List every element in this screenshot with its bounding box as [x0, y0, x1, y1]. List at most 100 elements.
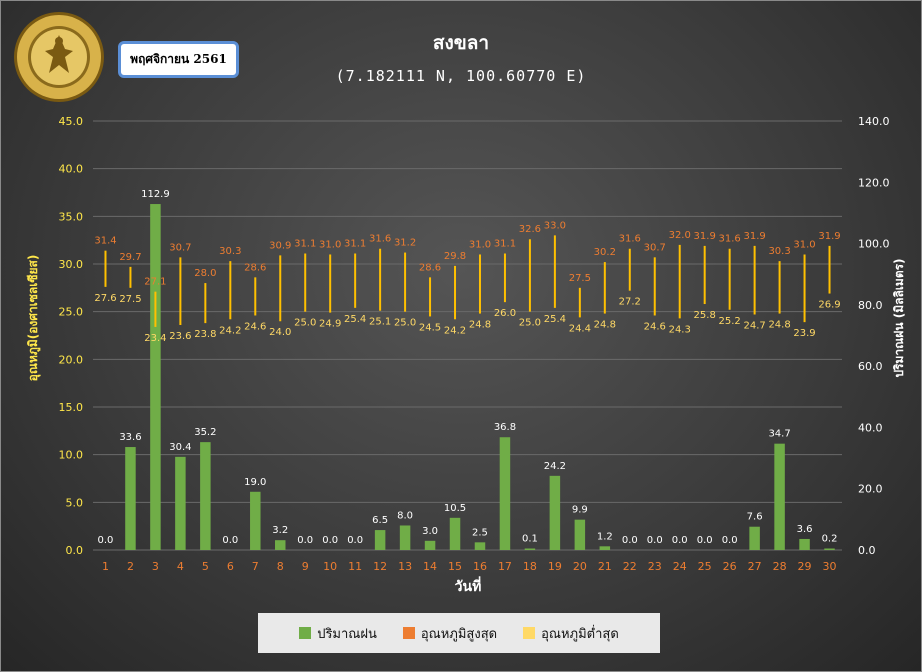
x-tick-label: 7	[252, 560, 259, 573]
rain-bar	[524, 548, 536, 550]
x-tick-label: 3	[152, 560, 159, 573]
max-temp-label: 28.6	[244, 262, 266, 273]
min-temp-label: 24.6	[244, 321, 266, 332]
x-tick-label: 19	[548, 560, 562, 573]
right-tick-label: 20.0	[858, 483, 883, 496]
x-tick-label: 14	[423, 560, 437, 573]
left-tick-label: 25.0	[59, 306, 84, 319]
min-temp-label: 23.6	[169, 331, 191, 342]
min-temp-label: 24.4	[569, 323, 591, 334]
max-temp-label: 32.6	[519, 224, 541, 235]
rain-bar	[474, 542, 486, 550]
rain-bar	[749, 526, 760, 550]
rain-bar	[424, 540, 436, 550]
rain-data-label: 19.0	[244, 477, 266, 488]
x-axis-label: วันที่	[455, 576, 482, 595]
min-temp-labels: 27.6 27.523.4 23.6 23.8 24.2 24.624.025.0 24.9…	[94, 293, 840, 344]
temp-range-lines	[104, 235, 831, 327]
rain-bar	[574, 519, 586, 550]
rain-data-label: 6.5	[372, 515, 388, 526]
min-temp-label: 25.4	[344, 314, 366, 325]
min-temp-label: 24.2	[219, 325, 241, 336]
x-tick-label: 29	[798, 560, 812, 573]
rain-data-label: 0.0	[222, 535, 238, 546]
rain-data-label: 0.0	[297, 535, 313, 546]
rain-bar	[449, 517, 461, 550]
rain-bar	[374, 530, 386, 550]
max-temp-label: 31.0	[319, 239, 341, 250]
legend-item-min-temp: อุณหภูมิต่ำสุด	[523, 623, 619, 644]
legend-item-rain: ปริมาณฝน	[299, 623, 377, 644]
min-temp-label: 24.9	[319, 319, 341, 330]
max-temp-label: 31.6	[369, 234, 391, 245]
rain-data-label: 0.0	[647, 535, 663, 546]
min-temp-label: 26.9	[818, 300, 840, 311]
min-temp-label: 25.4	[544, 314, 566, 325]
x-tick-label: 4	[177, 560, 184, 573]
max-temp-labels: 31.429.727.130.728.030.328.630.9 31.1 31.0…	[94, 220, 840, 287]
rain-data-label: 8.0	[397, 510, 413, 521]
left-tick-label: 0.0	[66, 544, 84, 557]
max-temp-label: 32.0	[669, 230, 691, 241]
max-temp-label: 28.6	[419, 262, 441, 273]
left-tick-label: 5.0	[66, 496, 84, 509]
min-temp-label: 25.0	[394, 318, 416, 329]
max-temp-label: 28.0	[194, 268, 216, 279]
x-tick-label: 17	[498, 560, 512, 573]
max-temp-label: 31.6	[719, 234, 741, 245]
left-tick-label: 40.0	[59, 163, 84, 176]
x-tick-label: 11	[348, 560, 362, 573]
max-temp-label: 33.0	[544, 220, 566, 231]
rain-data-label: 33.6	[119, 432, 141, 443]
x-tick-label: 6	[227, 560, 234, 573]
left-tick-label: 10.0	[59, 449, 84, 462]
month-badge: พฤศจิกายน 2561	[118, 41, 239, 78]
x-tick-label: 1	[102, 560, 109, 573]
left-tick-label: 45.0	[59, 115, 84, 128]
right-tick-label: 60.0	[858, 360, 883, 373]
max-temp-label: 27.1	[144, 277, 166, 288]
left-tick-label: 20.0	[59, 353, 84, 366]
right-tick-label: 140.0	[858, 115, 890, 128]
max-temp-label: 31.2	[394, 238, 416, 249]
max-temp-label: 31.9	[818, 231, 840, 242]
x-tick-label: 15	[448, 560, 462, 573]
rain-data-label: 2.5	[472, 527, 488, 538]
rain-bar	[125, 447, 136, 550]
min-temp-label: 24.7	[743, 321, 765, 332]
x-tick-label: 27	[748, 560, 762, 573]
rain-data-label: 3.6	[797, 524, 813, 535]
max-temp-label: 30.3	[768, 246, 790, 257]
x-tick-label: 23	[648, 560, 662, 573]
right-axis-label: ปริมาณฝน (มิลลิเมตร)	[892, 258, 906, 377]
rain-data-label: 0.0	[622, 535, 638, 546]
x-tick-label: 10	[323, 560, 337, 573]
rain-data-label: 0.1	[522, 534, 538, 545]
rain-data-label: 0.0	[672, 535, 688, 546]
rain-bar	[200, 442, 211, 550]
min-temp-label: 24.2	[444, 325, 466, 336]
x-tick-label: 13	[398, 560, 412, 573]
min-temp-label: 26.0	[494, 308, 516, 319]
chart-title: สงขลา	[432, 32, 490, 54]
x-tick-label: 20	[573, 560, 587, 573]
max-temp-label: 29.8	[444, 251, 466, 262]
legend-swatch-max-temp	[402, 627, 415, 639]
rain-bar	[799, 538, 810, 550]
rain-data-label: 0.0	[98, 535, 114, 546]
max-temp-label: 31.0	[469, 239, 491, 250]
min-temp-label: 24.3	[669, 324, 691, 335]
x-tick-label: 12	[373, 560, 387, 573]
right-tick-label: 100.0	[858, 238, 890, 251]
legend-label-max-temp: อุณหภูมิสูงสุด	[420, 626, 498, 642]
x-tick-label: 2	[127, 560, 134, 573]
rain-bar	[824, 548, 835, 550]
rain-data-label: 7.6	[747, 512, 763, 523]
right-tick-label: 80.0	[858, 299, 883, 312]
min-temp-label: 24.8	[768, 320, 790, 331]
right-tick-label: 40.0	[858, 421, 883, 434]
max-temp-label: 30.2	[594, 247, 616, 258]
rain-bar	[275, 540, 286, 550]
rain-data-label: 10.5	[444, 503, 466, 514]
